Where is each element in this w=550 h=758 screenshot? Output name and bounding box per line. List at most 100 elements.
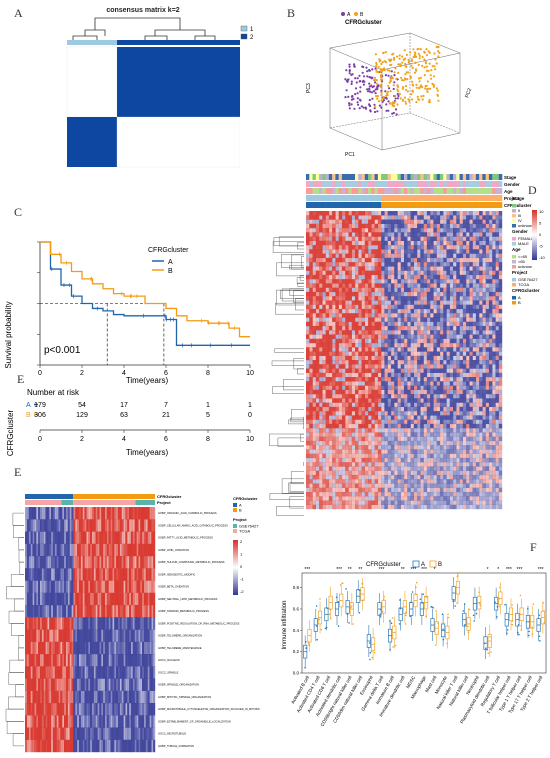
heatd-cell: [436, 240, 441, 246]
heatd-cell: [325, 483, 330, 488]
heatd-cell: [361, 415, 365, 420]
heatd-cell: [443, 479, 447, 484]
heatd-cell: [351, 296, 356, 301]
heatd-cell: [328, 355, 333, 361]
heatd-cell: [341, 445, 346, 450]
heatd-cell: [423, 232, 428, 237]
panel-a-legend-1: 1: [250, 27, 254, 33]
heatd-cell: [417, 296, 421, 301]
heatd-cell: [351, 300, 356, 305]
heatd-cell: [439, 453, 444, 459]
heatd-cell: [374, 411, 379, 416]
pca-point-b: [409, 51, 412, 54]
heatd-cell: [394, 466, 398, 471]
heatd-cell: [430, 262, 434, 267]
heatd-cell: [364, 368, 369, 373]
heatd-cell: [319, 423, 323, 429]
heatd-cell: [374, 304, 379, 310]
pca-point-b: [380, 86, 383, 89]
heatd-cell: [485, 389, 490, 395]
heatd-cell: [443, 330, 447, 335]
heatd-cell: [355, 457, 359, 463]
heatd-cell: [439, 308, 444, 314]
heatd-cell: [371, 504, 375, 510]
heatd-cell: [312, 372, 316, 378]
heatd-cell: [335, 406, 339, 412]
heatd-cell: [384, 462, 388, 467]
heatd-cell: [433, 304, 437, 310]
heatd-cell: [433, 428, 437, 433]
heatd-cell: [407, 398, 411, 403]
pca-point-b: [374, 105, 377, 108]
heatd-cell: [364, 487, 369, 493]
heatd-cell: [400, 432, 405, 437]
heatd-cell: [430, 385, 434, 390]
heatd-cell: [332, 440, 336, 446]
heatd-cell: [433, 291, 437, 297]
heatd-cell: [345, 377, 349, 382]
heatd-cell: [436, 428, 441, 433]
heatd-cell: [495, 398, 499, 403]
heatd-cell: [426, 368, 431, 373]
heatd-cell: [341, 474, 346, 480]
heatd-cell: [407, 423, 411, 429]
pca-point-b: [390, 76, 393, 80]
heatd-cell: [472, 215, 477, 220]
heatd-cell: [355, 240, 359, 246]
heatd-cell: [371, 228, 375, 233]
heatd-cell: [488, 351, 493, 356]
heatd-cell: [361, 291, 365, 297]
pca-point-b: [379, 84, 382, 87]
heatd-cell: [407, 449, 411, 454]
heatd-cell: [456, 449, 460, 454]
heatd-cell: [426, 338, 431, 344]
heatd-cell: [443, 487, 447, 493]
heatd-cell: [426, 479, 431, 484]
heatd-cell: [306, 321, 310, 327]
heatd-cell: [325, 296, 330, 301]
pca-point-b: [377, 65, 380, 68]
heatd-cell: [390, 428, 395, 433]
heatd-cell: [433, 283, 437, 288]
heatd-cell: [325, 240, 330, 246]
heatd-cell: [351, 436, 356, 442]
heatd-cell: [410, 321, 414, 327]
heatd-cell: [355, 300, 359, 305]
heatd-cell: [312, 249, 316, 254]
heatd-annotation-cell: [466, 188, 470, 194]
heatd-cell: [309, 347, 313, 352]
heatd-cell: [426, 334, 431, 339]
heatd-cell: [492, 270, 496, 276]
heatd-cell: [404, 253, 408, 259]
heatd-cell: [453, 308, 457, 314]
heatd-cell: [309, 428, 313, 433]
heatd-cell: [404, 270, 408, 276]
heatd-cell: [309, 334, 313, 339]
pca-point-b: [387, 84, 390, 87]
heatd-cell: [312, 270, 316, 276]
heatd-cell: [404, 462, 408, 467]
heatd-cell: [381, 372, 385, 378]
heatd-cell: [439, 487, 444, 493]
heatd-cell: [482, 347, 486, 352]
heatd-cell: [492, 474, 496, 480]
heatd-annotation-cell: [328, 188, 333, 194]
heatd-cell: [345, 411, 349, 416]
heatd-cell: [475, 313, 480, 318]
heatd-cell: [374, 228, 379, 233]
heatd-cell: [377, 419, 382, 425]
heatd-cell: [348, 415, 352, 420]
heatd-cell: [420, 394, 424, 399]
heatd-cell: [390, 470, 395, 476]
heatd-cell: [479, 219, 483, 224]
heatd-cell: [325, 253, 330, 259]
heatd-cell: [322, 449, 326, 454]
heatd-cell: [488, 211, 493, 216]
heatd-cell: [364, 457, 369, 463]
heatd-cell: [394, 372, 398, 378]
heatd-annotation-cell: [355, 202, 359, 208]
heatd-cell: [495, 338, 499, 344]
heatd-cell: [410, 419, 414, 425]
heatd-cell: [410, 270, 414, 276]
heatd-cell: [439, 279, 444, 284]
